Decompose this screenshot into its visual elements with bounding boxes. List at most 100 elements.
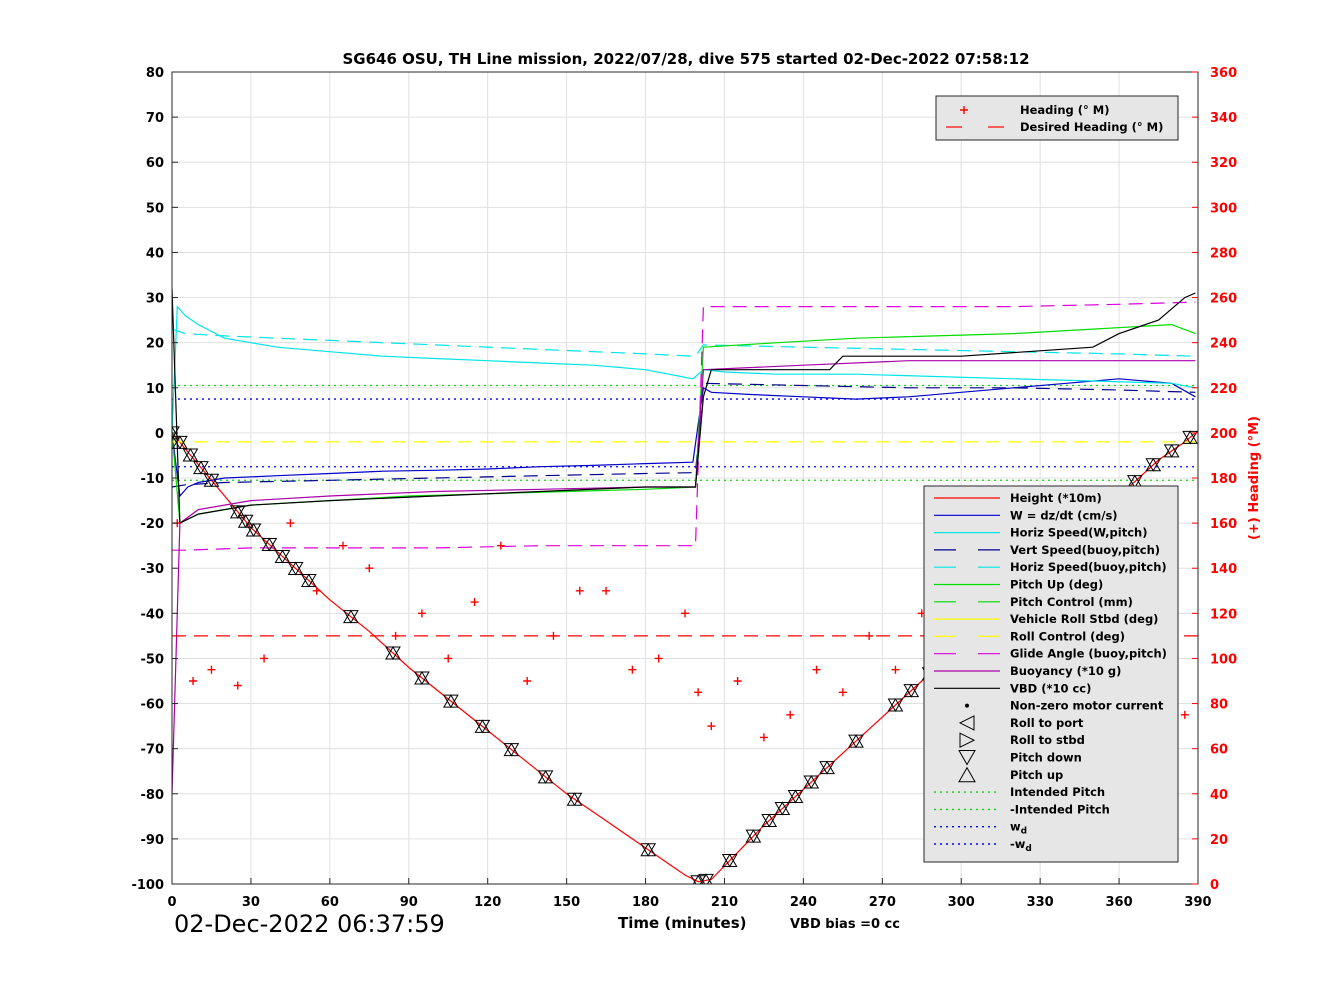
pitch-event-marker (903, 683, 920, 698)
pitch-event-marker (229, 504, 246, 519)
pitch-event-marker (566, 792, 583, 807)
legend-label: Intended Pitch (1010, 785, 1105, 799)
y-left-tick-label: 60 (146, 156, 164, 171)
heading-point (286, 519, 295, 528)
pitch-event-marker (442, 694, 459, 709)
y-right-tick-label: 300 (1210, 201, 1237, 216)
legend-label: Horiz Speed(buoy,pitch) (1010, 560, 1167, 574)
series-line (172, 382, 1196, 488)
pitch-event-marker (385, 646, 401, 661)
pitch-event-marker (1145, 457, 1162, 472)
heading-point (470, 598, 479, 607)
y-left-tick-label: 0 (155, 427, 164, 442)
pitch-event-marker (474, 719, 491, 734)
heading-point (260, 654, 269, 663)
pitch-event-marker (182, 448, 199, 462)
x-tick-label: 30 (242, 895, 260, 910)
heading-point (339, 541, 347, 550)
y-left-tick-label: 20 (146, 337, 164, 352)
y-right-tick-label: 20 (1210, 833, 1228, 848)
series-line (172, 378, 1196, 498)
heading-point (694, 688, 703, 697)
y-right-tick-label: 340 (1210, 111, 1237, 126)
legend-label: Roll to stbd (1010, 733, 1085, 747)
y-right-tick-label: 360 (1210, 66, 1237, 81)
heading-point (417, 609, 426, 618)
pitch-event-marker (745, 829, 762, 844)
pitch-event-marker (274, 549, 291, 564)
pitch-down-icon (958, 750, 976, 766)
legend-label: Height (*10m) (1010, 491, 1102, 505)
y-left-tick-label: 40 (146, 246, 164, 261)
heading-point (602, 586, 611, 595)
start-timestamp: 02-Dec-2022 06:37:59 (174, 910, 445, 938)
heading-legend: Heading (° M) Desired Heading (° M) (935, 95, 1179, 141)
heading-point (654, 654, 663, 663)
heading-point (786, 710, 795, 719)
vbd-bias-label: VBD bias =0 cc (790, 917, 900, 932)
roll-stbd-icon (959, 732, 976, 749)
pitch-event-marker (848, 734, 864, 749)
heading-point (312, 586, 321, 595)
heading-legend-box (935, 95, 1179, 141)
pitch-event-marker (1163, 443, 1180, 458)
y-left-tick-label: -30 (141, 562, 165, 577)
main-legend-box (923, 485, 1179, 863)
y-right-tick-label: 280 (1210, 246, 1237, 261)
legend-label: Pitch Up (deg) (1010, 578, 1103, 592)
legend-label: Roll to port (1010, 716, 1084, 730)
pitch-event-marker (698, 873, 714, 884)
y-right-tick-label: 260 (1210, 292, 1237, 307)
heading-point (523, 677, 532, 685)
y-left-tick-label: -60 (141, 698, 165, 713)
pitch-event-marker (343, 609, 359, 624)
series-line (172, 288, 1196, 525)
x-tick-label: 210 (711, 895, 738, 910)
y-right-tick-label: 220 (1210, 382, 1237, 397)
y-right-tick-label: 80 (1210, 698, 1228, 713)
x-axis-label: Time (minutes) (618, 914, 747, 932)
y-right-tick-label: 180 (1210, 472, 1237, 487)
legend-label: VBD (*10 cc) (1010, 681, 1091, 695)
pitch-event-marker (887, 698, 904, 713)
x-tick-label: 300 (948, 895, 975, 910)
heading-legend-label: Heading (° M) (1020, 103, 1110, 117)
right-axis-label: (+) Heading (°M) (1247, 416, 1262, 540)
main-legend: Height (*10m) W = dz/dt (cm/s) Horiz Speed… (923, 485, 1179, 863)
pitch-event-marker (172, 435, 188, 450)
roll-port-icon (958, 715, 975, 731)
y-left-tick-label: 30 (146, 292, 164, 307)
heading-point (496, 541, 505, 550)
pitch-event-marker (203, 473, 220, 488)
x-tick-label: 240 (790, 895, 817, 910)
pitch-event-marker (503, 742, 520, 757)
pitch-event-marker (640, 842, 657, 857)
legend-label: Pitch down (1010, 751, 1082, 765)
heading-point (733, 677, 742, 685)
x-tick-label: 120 (474, 895, 501, 910)
x-tick-label: 270 (869, 895, 896, 910)
y-left-tick-label: -90 (141, 833, 165, 848)
heading-point (707, 722, 716, 731)
y-right-tick-label: 320 (1210, 156, 1237, 171)
x-tick-label: 180 (632, 895, 659, 910)
heading-point (189, 677, 198, 685)
y-right-tick-label: 60 (1210, 743, 1228, 758)
pitch-event-marker (787, 789, 804, 804)
pitch-up-icon (958, 766, 976, 783)
y-left-tick-label: -20 (141, 517, 165, 532)
y-left-tick-label: -100 (131, 878, 164, 893)
chart-title: SG646 OSU, TH Line mission, 2022/07/28, … (342, 50, 1029, 68)
pitch-event-marker (803, 775, 820, 790)
legend-label: Buoyancy (*10 g) (1010, 664, 1121, 678)
pitch-event-marker (237, 514, 254, 529)
pitch-event-marker (761, 813, 778, 828)
y-right-tick-label: 160 (1210, 517, 1237, 532)
pitch-event-marker (193, 460, 209, 475)
heading-point (838, 688, 847, 697)
heading-point (628, 665, 637, 674)
x-tick-label: 330 (1027, 895, 1054, 910)
pitch-event-marker (721, 853, 738, 868)
legend-label: Non-zero motor current (1010, 699, 1164, 713)
